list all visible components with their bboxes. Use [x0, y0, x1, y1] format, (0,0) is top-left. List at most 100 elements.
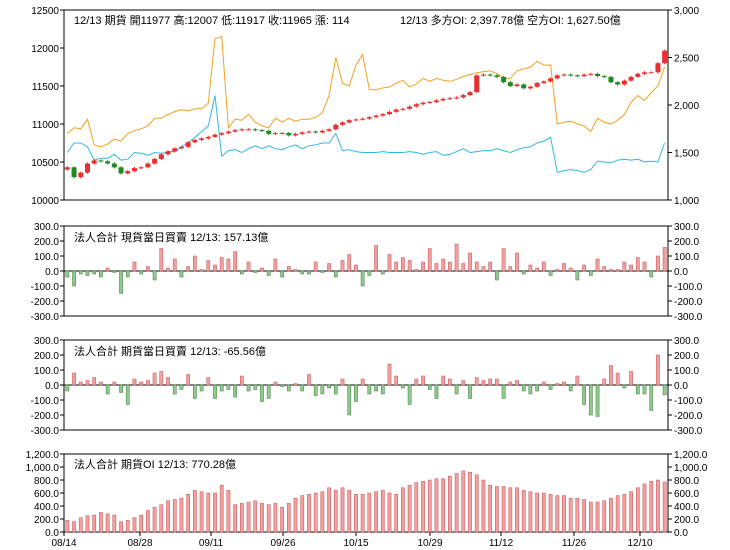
data-bar: [72, 521, 76, 533]
data-bar: [528, 384, 533, 395]
data-bar: [595, 384, 600, 417]
data-bar: [602, 378, 607, 386]
data-bar: [125, 384, 130, 405]
data-bar: [327, 263, 331, 272]
data-bar: [92, 514, 97, 533]
data-bar: [233, 251, 237, 272]
candle-body: [78, 172, 84, 178]
data-bar: [407, 484, 412, 533]
bar-tick-left: 300.0: [34, 222, 59, 233]
bar-tick-right: 300.0: [674, 222, 699, 233]
bar-tick-right: 200.0: [674, 515, 699, 526]
candle-body: [433, 100, 439, 102]
data-bar: [360, 494, 365, 533]
data-bar: [535, 384, 539, 392]
candle-body: [467, 92, 473, 96]
data-bar: [320, 270, 325, 273]
data-bar: [635, 257, 640, 272]
data-bar: [394, 375, 399, 386]
candle-body: [64, 167, 70, 170]
data-bar: [226, 490, 231, 533]
data-bar: [501, 384, 506, 399]
candle-body: [507, 82, 513, 86]
bar-tick-left: -100.0: [31, 396, 60, 407]
candle-body: [588, 73, 594, 75]
bar-tick-left: 100.0: [34, 366, 59, 377]
data-bar: [528, 491, 533, 533]
data-bar: [629, 371, 633, 386]
data-bar: [112, 270, 117, 273]
candle-body: [131, 168, 137, 172]
data-bar: [139, 270, 144, 275]
candle-body: [621, 80, 627, 85]
data-bar: [186, 494, 191, 533]
bar-tick-right: -200.0: [674, 297, 703, 308]
data-bar: [488, 484, 493, 533]
data-bar: [575, 497, 580, 533]
data-bar: [495, 486, 499, 533]
data-bar: [320, 491, 325, 533]
data-bar: [367, 492, 372, 533]
candle-body: [105, 161, 111, 164]
candle-body: [219, 133, 225, 135]
data-bar: [595, 258, 600, 272]
data-bar: [78, 270, 83, 275]
candle-body: [527, 86, 533, 89]
candle-body: [360, 118, 366, 120]
data-bar: [387, 492, 392, 533]
data-bar: [179, 497, 184, 533]
candle-body: [615, 82, 621, 85]
date-tick-label: 08/14: [51, 538, 76, 549]
data-bar: [387, 363, 392, 386]
data-bar: [206, 492, 211, 533]
bar-tick-left: 800.0: [34, 476, 59, 487]
data-bar: [649, 384, 654, 411]
data-bar: [280, 270, 284, 278]
data-bar: [401, 384, 405, 389]
data-bar: [340, 487, 345, 533]
data-bar: [152, 507, 157, 533]
bar-tick-right: 600.0: [674, 489, 699, 500]
data-bar: [360, 270, 365, 287]
data-bar: [260, 384, 264, 402]
bar-tick-left: 0.0: [45, 381, 59, 392]
data-bar: [293, 269, 298, 272]
data-bar: [434, 263, 439, 272]
data-bar: [139, 381, 144, 386]
data-bar: [139, 514, 144, 533]
candle-body: [662, 50, 668, 64]
data-bar: [300, 270, 305, 275]
data-bar: [588, 501, 593, 533]
data-bar: [555, 495, 560, 533]
data-bar: [219, 257, 224, 272]
data-bar: [481, 479, 486, 533]
candle-body: [514, 84, 520, 86]
bar-tick-left: 200.0: [34, 515, 59, 526]
candle-body: [212, 134, 218, 137]
candle-body: [266, 130, 272, 134]
data-bar: [662, 384, 667, 396]
data-bar: [535, 492, 539, 533]
data-bar: [555, 269, 560, 272]
price-panel-title: 12/13 期貨 開11977 高:12007 低:11917 收:11965 …: [74, 13, 350, 27]
data-bar: [461, 380, 466, 386]
oi-tick-label: 1,500: [674, 149, 699, 160]
data-bar: [313, 261, 318, 272]
data-bar: [246, 384, 251, 392]
data-bar: [300, 384, 305, 392]
data-bar: [273, 381, 278, 386]
data-bar: [186, 374, 191, 386]
data-bar: [99, 270, 103, 278]
data-bar: [273, 503, 278, 533]
data-bar: [555, 383, 560, 386]
data-bar: [354, 384, 358, 402]
data-bar: [414, 482, 419, 533]
price-tick-label: 10500: [31, 158, 59, 169]
data-bar: [313, 492, 318, 533]
data-bar: [421, 481, 425, 533]
data-bar: [239, 375, 244, 386]
data-bar: [307, 270, 311, 275]
candle-body: [541, 81, 547, 83]
date-tick-label: 09/26: [270, 538, 295, 549]
data-bar: [615, 495, 620, 533]
